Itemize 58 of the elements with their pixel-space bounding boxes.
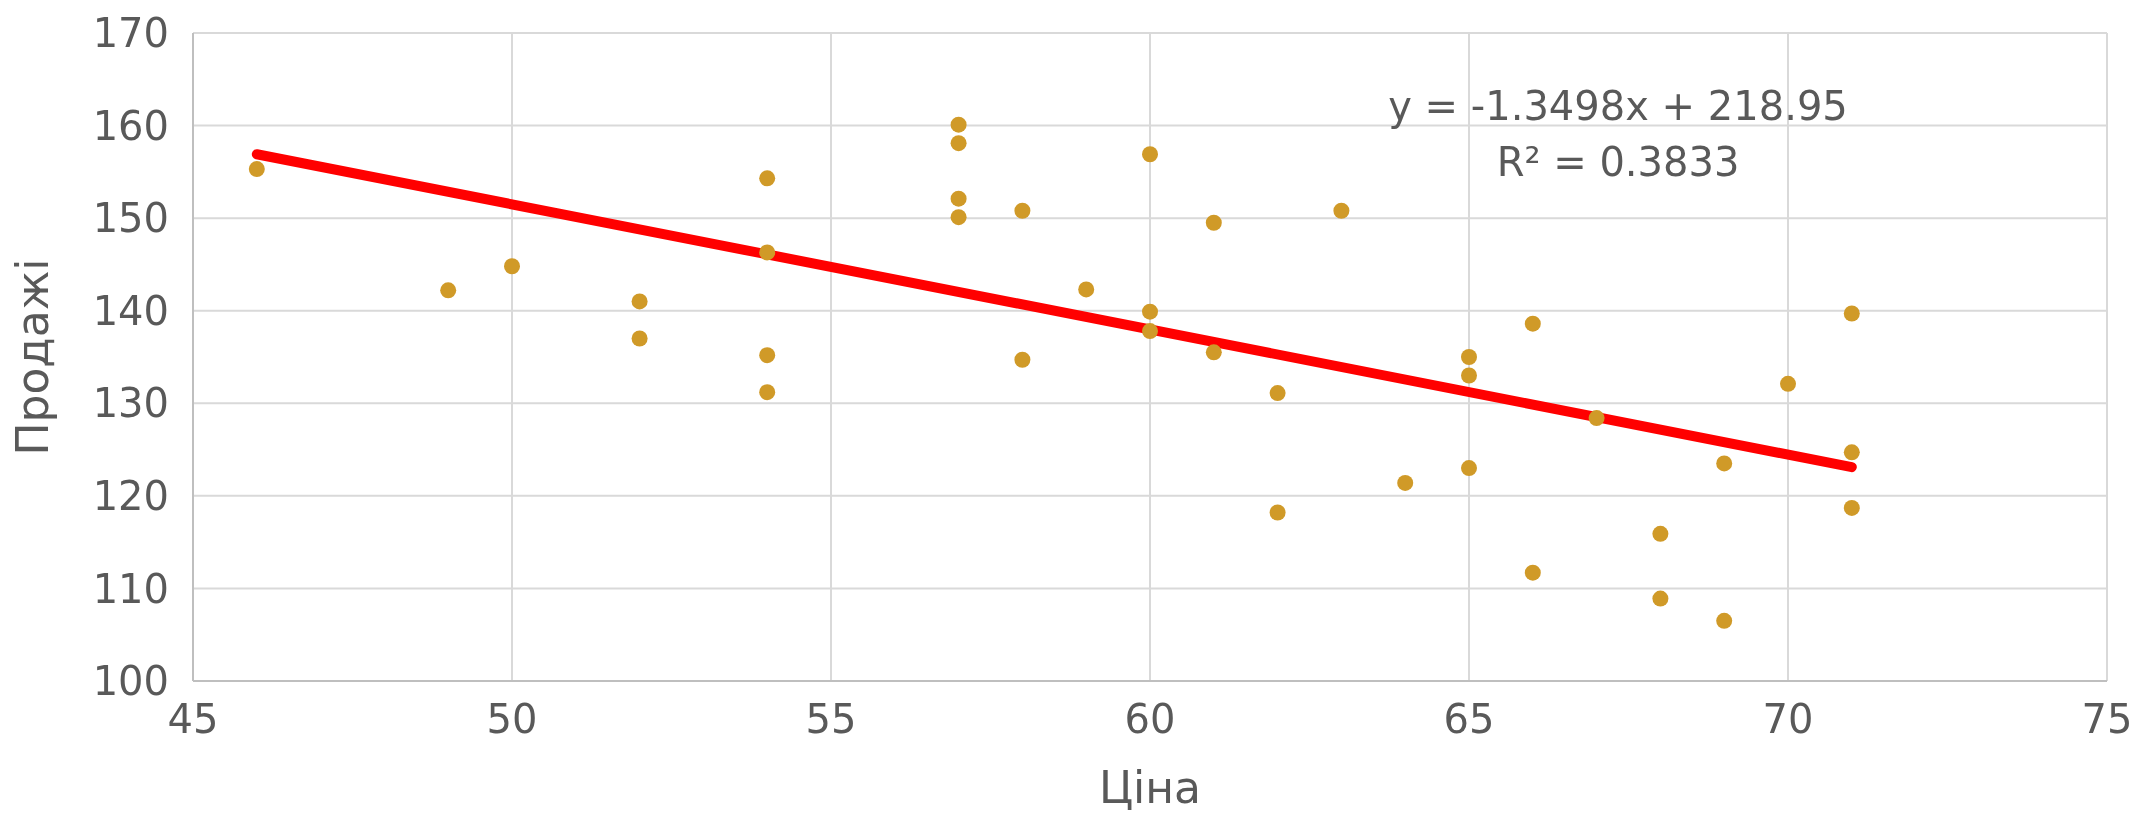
point [1205,214,1222,231]
point [1014,202,1031,219]
point [1333,202,1350,219]
x-tick-label: 45 [167,696,219,743]
x-tick-label: 55 [805,696,857,743]
point [1716,455,1733,472]
point [1843,444,1860,461]
x-tick-label: 70 [1762,696,1814,743]
point [950,116,967,133]
annotation: R² = 0.3833 [1495,138,1741,187]
x-tick-label: 60 [1124,696,1176,743]
y-tick-label: 160 [92,102,169,149]
x-tick-label: 50 [486,696,538,743]
y-tick-label: 100 [92,658,169,705]
y-tick-label: 150 [92,195,169,242]
point [950,190,967,207]
point [1652,590,1669,607]
point [1014,351,1031,368]
point [759,244,776,261]
point [1652,525,1669,542]
point [1142,323,1158,340]
y-tick-label: 140 [92,287,169,334]
y-tick-label: 130 [92,380,169,427]
point [1269,504,1286,521]
point [1461,460,1477,477]
point [759,347,776,364]
point [1397,474,1414,491]
point [1843,499,1860,516]
point [1716,612,1733,629]
point [1843,305,1860,322]
point [1269,385,1286,402]
y-tick-label: 110 [92,565,169,612]
point [759,170,776,187]
y-axis-title: Продажі [6,258,58,456]
point [1142,146,1158,163]
annotation: y = -1.3498x + 218.95 [1387,82,1849,131]
point [1142,303,1158,320]
point [1524,564,1541,581]
point [1588,410,1605,427]
point [950,209,967,226]
y-tick-label: 170 [92,10,169,57]
point [440,282,457,299]
point [631,293,648,310]
x-tick-label: 65 [1443,696,1495,743]
point [1524,315,1541,332]
point [248,161,265,178]
point [504,258,520,275]
point [950,135,967,152]
point [759,384,776,401]
point [1078,281,1095,298]
point [1780,375,1796,392]
point [631,330,648,347]
point [1461,367,1477,384]
point [1205,344,1222,361]
point [1461,349,1477,365]
y-tick-label: 120 [92,473,169,520]
x-tick-label: 75 [2081,696,2133,743]
x-axis-title: Ціна [1098,762,1202,813]
